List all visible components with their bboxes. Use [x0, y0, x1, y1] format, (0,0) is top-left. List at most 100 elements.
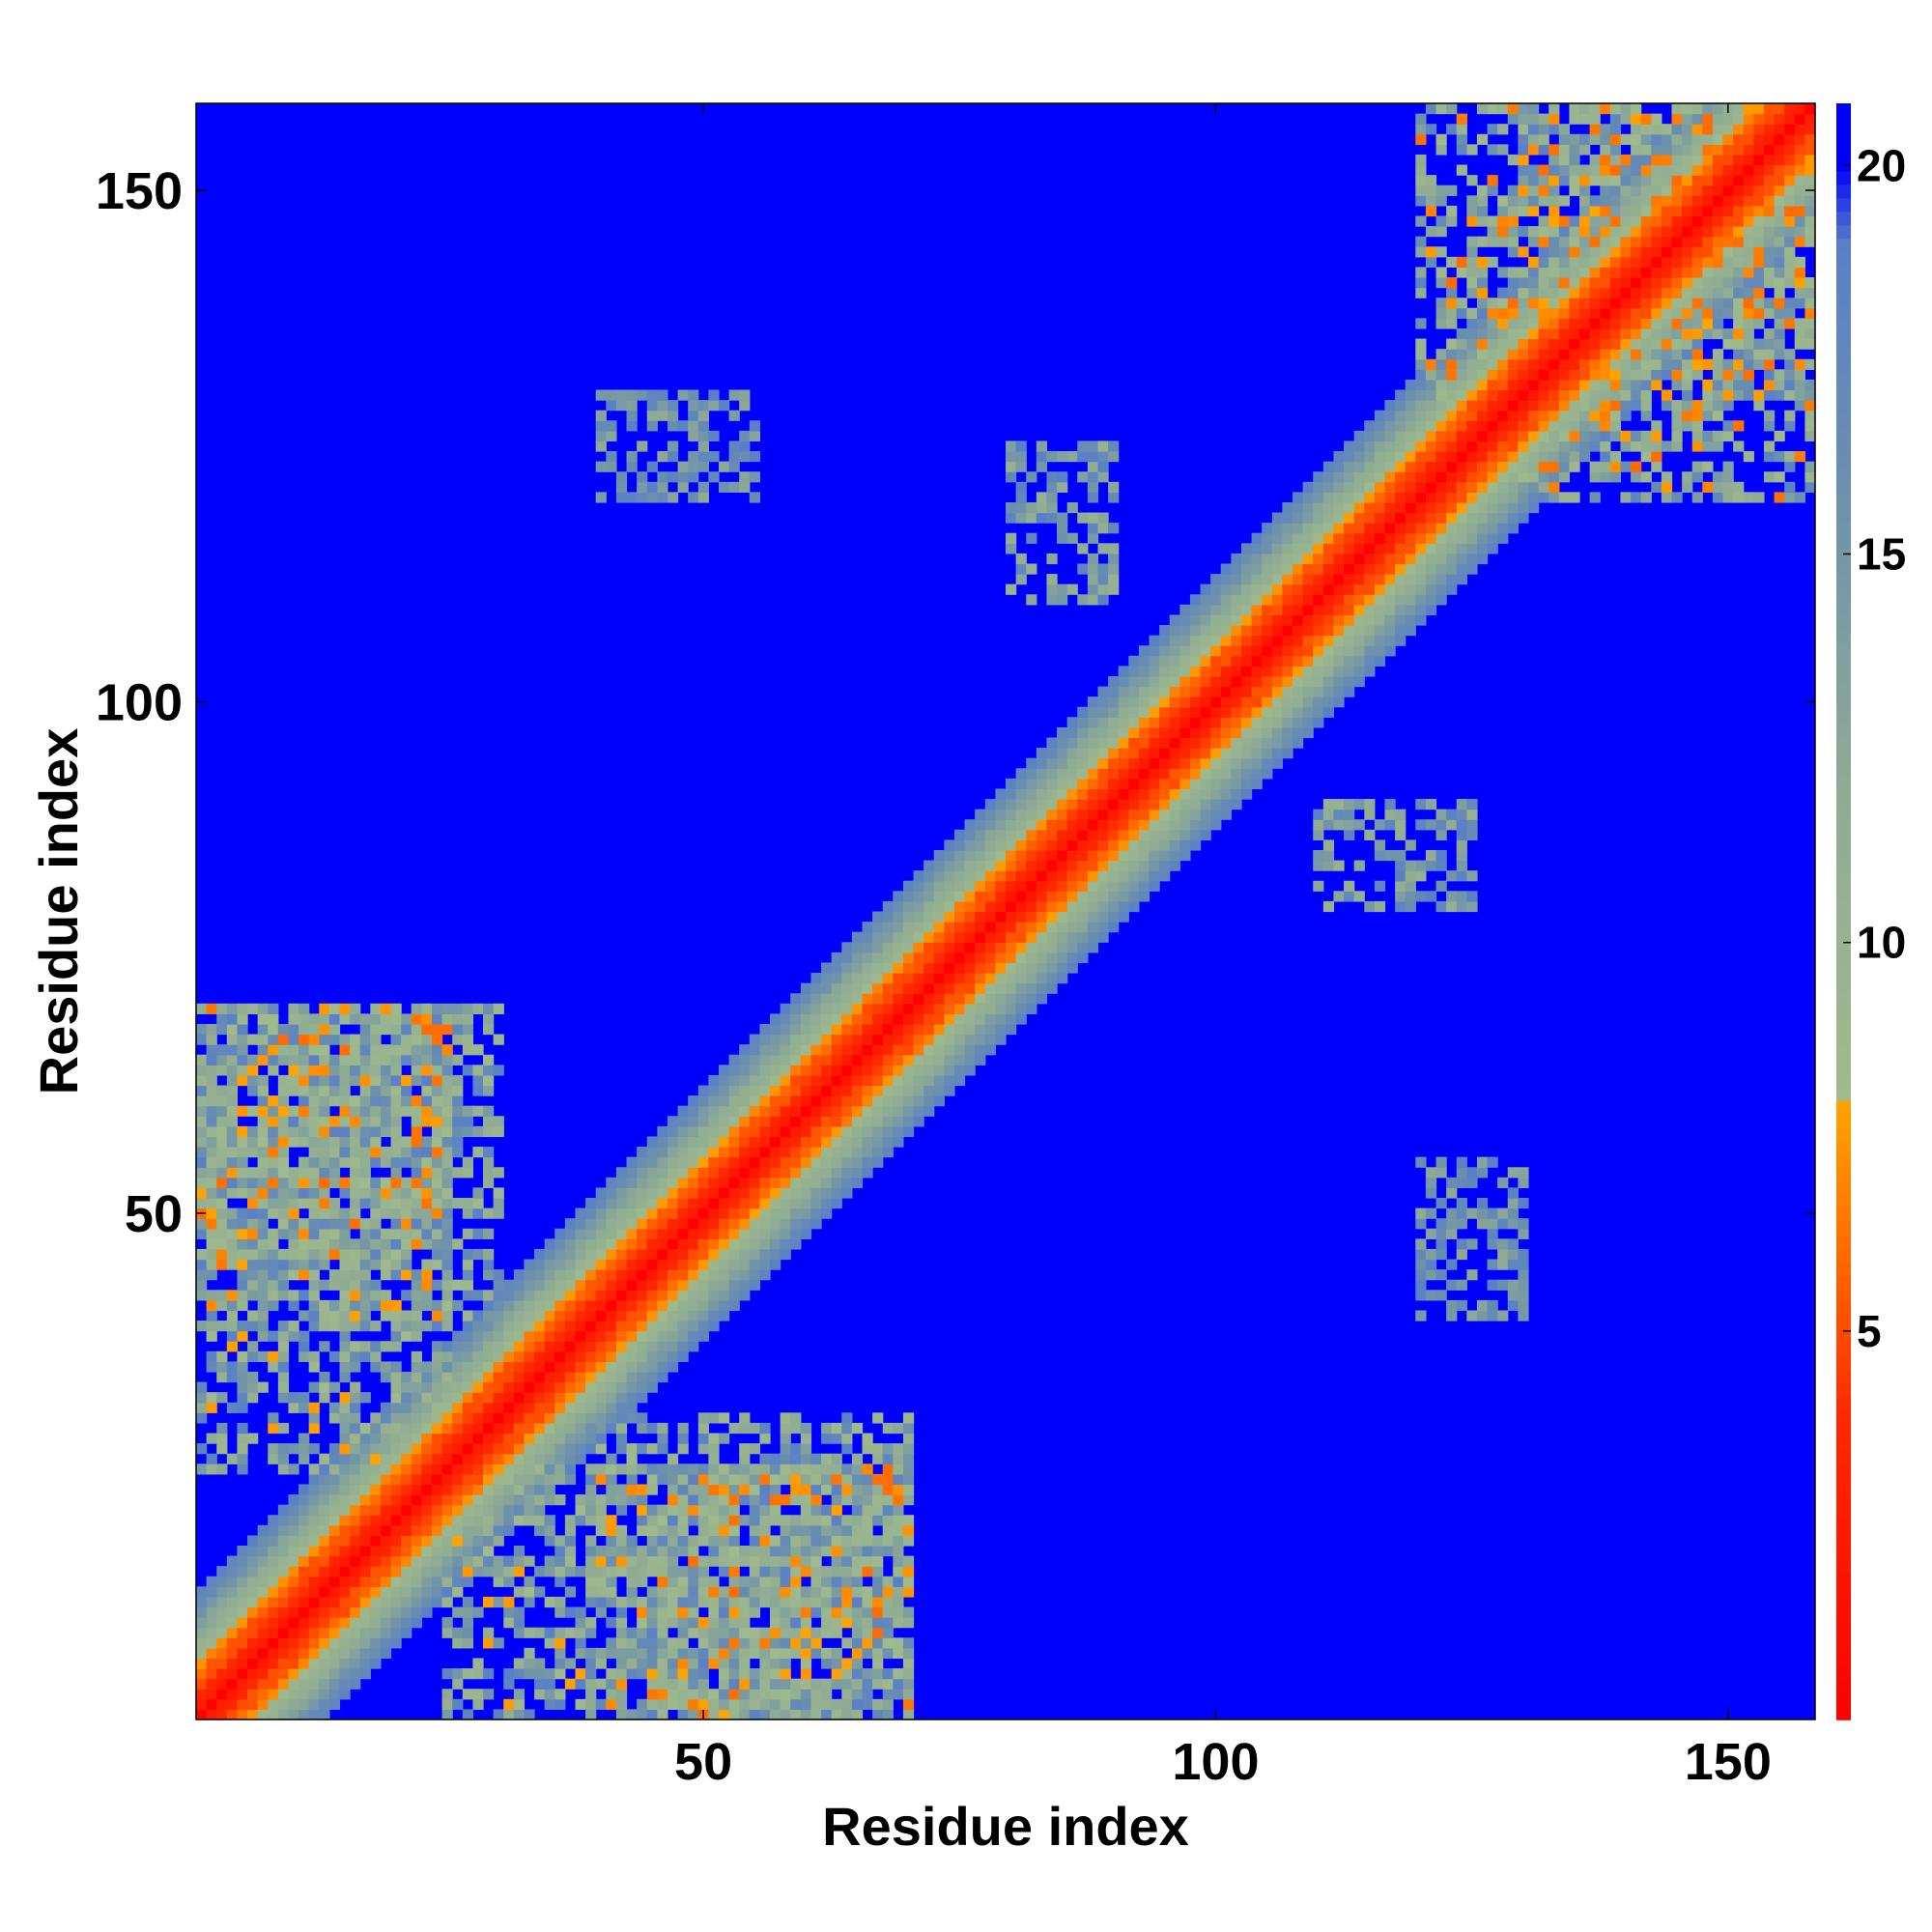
heatmap-cell	[298, 1402, 310, 1413]
heatmap-cell	[1456, 900, 1467, 913]
heatmap-cell	[697, 1473, 709, 1486]
heatmap-cell	[564, 1392, 577, 1404]
heatmap-cell	[657, 1310, 668, 1321]
heatmap-cell	[390, 1259, 402, 1270]
heatmap-cell	[790, 1453, 802, 1464]
heatmap-cell	[390, 1125, 402, 1138]
heatmap-cell	[800, 1218, 812, 1230]
heatmap-cell	[718, 1228, 730, 1239]
heatmap-cell	[688, 1566, 699, 1577]
heatmap-cell	[718, 1463, 730, 1475]
heatmap-cell	[697, 1279, 709, 1291]
heatmap-cell	[637, 1606, 648, 1618]
heatmap-cell	[350, 1484, 361, 1495]
heatmap-cell	[288, 1524, 299, 1537]
heatmap-cell	[206, 1023, 217, 1036]
heatmap-cell	[913, 922, 924, 933]
heatmap-cell	[370, 1586, 382, 1598]
heatmap-cell	[452, 1515, 464, 1526]
heatmap-cell	[1251, 614, 1263, 626]
heatmap-cell	[298, 1197, 310, 1209]
heatmap-cell	[821, 1433, 833, 1444]
heatmap-cell	[739, 1054, 751, 1065]
heatmap-cell	[288, 1290, 299, 1301]
heatmap-cell	[472, 1504, 484, 1516]
heatmap-cell	[1006, 1013, 1017, 1025]
heatmap-cell	[441, 1095, 453, 1107]
heatmap-cell	[851, 1586, 864, 1598]
heatmap-cell	[831, 1606, 842, 1618]
heatmap-cell	[513, 1668, 526, 1680]
heatmap-cell	[1057, 523, 1068, 534]
heatmap-cell	[585, 1647, 597, 1660]
heatmap-cell	[401, 1576, 412, 1587]
heatmap-cell	[749, 1187, 761, 1199]
heatmap-cell	[216, 1147, 228, 1158]
heatmap-cell	[1149, 849, 1160, 862]
heatmap-cell	[626, 1248, 638, 1261]
heatmap-cell	[933, 1003, 945, 1014]
heatmap-cell	[902, 1044, 915, 1056]
heatmap-cell	[1364, 523, 1376, 534]
heatmap-cell	[1384, 614, 1396, 626]
heatmap-cell	[298, 1524, 310, 1537]
heatmap-cell	[872, 1085, 884, 1096]
heatmap-cell	[319, 1586, 330, 1598]
heatmap-cell	[1456, 1238, 1467, 1250]
heatmap-cell	[575, 1381, 586, 1393]
heatmap-cell	[247, 1125, 259, 1138]
heatmap-cell	[308, 1054, 320, 1065]
heatmap-cell	[390, 1473, 402, 1486]
heatmap-cell	[319, 1238, 330, 1250]
heatmap-cell	[1231, 737, 1242, 749]
heatmap-cell	[1118, 726, 1129, 739]
heatmap-cell	[1405, 870, 1416, 882]
heatmap-cell	[462, 1208, 474, 1219]
heatmap-cell	[585, 1463, 597, 1475]
heatmap-cell	[1128, 799, 1140, 810]
heatmap-cell	[1179, 737, 1191, 749]
heatmap-cell	[913, 1116, 924, 1127]
heatmap-cell	[1189, 635, 1202, 646]
heatmap-cell	[1108, 860, 1120, 871]
heatmap-cell	[339, 1034, 351, 1045]
heatmap-cell	[667, 1689, 679, 1700]
heatmap-cell	[257, 1023, 269, 1036]
heatmap-cell	[759, 1494, 771, 1506]
heatmap-cell	[728, 1167, 740, 1179]
heatmap-cell	[1344, 523, 1355, 534]
heatmap-cell	[831, 1167, 842, 1179]
heatmap-cell	[1066, 748, 1078, 759]
heatmap-cell	[657, 1566, 668, 1577]
heatmap-cell	[657, 1596, 668, 1608]
heatmap-cell	[319, 1177, 330, 1188]
heatmap-cell	[831, 1463, 842, 1475]
heatmap-cell	[503, 1524, 515, 1537]
heatmap-cell	[196, 1187, 208, 1199]
heatmap-cell	[544, 1535, 555, 1547]
heatmap-cell	[1353, 635, 1365, 646]
heatmap-cell	[1446, 1299, 1458, 1312]
heatmap-cell	[646, 1136, 658, 1148]
heatmap-cell	[718, 1248, 730, 1261]
heatmap-cell	[831, 1095, 842, 1107]
heatmap-cell	[350, 1545, 361, 1557]
heatmap-cell	[257, 1321, 269, 1332]
heatmap-cell	[749, 1463, 761, 1475]
heatmap-cell	[380, 1566, 392, 1577]
heatmap-cell	[257, 1269, 269, 1281]
heatmap-cell	[339, 1545, 351, 1557]
heatmap-cell	[862, 1555, 873, 1567]
heatmap-cell	[524, 1402, 535, 1413]
heatmap-cells	[196, 103, 1816, 1720]
heatmap-cell	[1405, 625, 1416, 637]
heatmap-cell	[1128, 880, 1140, 892]
heatmap-cell	[513, 1586, 526, 1598]
heatmap-cell	[677, 1658, 689, 1669]
heatmap-cell	[1006, 512, 1017, 524]
heatmap-cell	[677, 1147, 689, 1158]
heatmap-cell	[493, 1310, 504, 1321]
heatmap-cell	[421, 1596, 433, 1608]
heatmap-cell	[1189, 675, 1202, 688]
heatmap-cell	[728, 1422, 740, 1435]
